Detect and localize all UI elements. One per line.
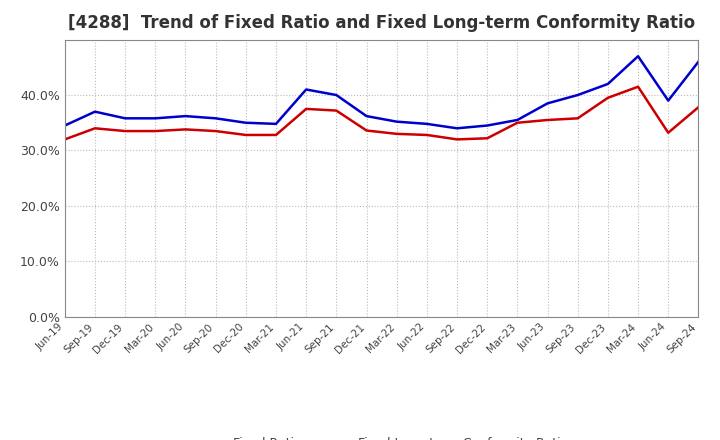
Fixed Long-term Conformity Ratio [543, 117, 552, 123]
Fixed Ratio [513, 117, 522, 123]
Fixed Long-term Conformity Ratio [483, 136, 492, 141]
Fixed Long-term Conformity Ratio [603, 95, 612, 100]
Fixed Long-term Conformity Ratio [151, 128, 160, 134]
Fixed Long-term Conformity Ratio [121, 128, 130, 134]
Line: Fixed Ratio: Fixed Ratio [65, 56, 698, 128]
Fixed Long-term Conformity Ratio [212, 128, 220, 134]
Fixed Ratio [483, 123, 492, 128]
Fixed Long-term Conformity Ratio [60, 137, 69, 142]
Fixed Long-term Conformity Ratio [423, 132, 431, 138]
Fixed Ratio [573, 92, 582, 98]
Fixed Ratio [181, 114, 190, 119]
Fixed Ratio [392, 119, 401, 124]
Fixed Long-term Conformity Ratio [302, 106, 310, 111]
Fixed Long-term Conformity Ratio [453, 137, 462, 142]
Fixed Ratio [91, 109, 99, 114]
Fixed Ratio [151, 116, 160, 121]
Fixed Ratio [241, 120, 250, 125]
Fixed Ratio [423, 121, 431, 127]
Fixed Ratio [664, 98, 672, 103]
Fixed Long-term Conformity Ratio [332, 108, 341, 113]
Title: [4288]  Trend of Fixed Ratio and Fixed Long-term Conformity Ratio: [4288] Trend of Fixed Ratio and Fixed Lo… [68, 15, 696, 33]
Fixed Ratio [332, 92, 341, 98]
Fixed Ratio [634, 54, 642, 59]
Line: Fixed Long-term Conformity Ratio: Fixed Long-term Conformity Ratio [65, 87, 698, 139]
Fixed Ratio [362, 114, 371, 119]
Fixed Ratio [543, 101, 552, 106]
Fixed Ratio [302, 87, 310, 92]
Fixed Ratio [453, 126, 462, 131]
Fixed Long-term Conformity Ratio [271, 132, 280, 138]
Fixed Long-term Conformity Ratio [362, 128, 371, 133]
Fixed Long-term Conformity Ratio [573, 116, 582, 121]
Fixed Ratio [212, 116, 220, 121]
Fixed Long-term Conformity Ratio [181, 127, 190, 132]
Fixed Long-term Conformity Ratio [513, 120, 522, 125]
Fixed Long-term Conformity Ratio [91, 126, 99, 131]
Fixed Ratio [121, 116, 130, 121]
Fixed Ratio [603, 81, 612, 87]
Legend: Fixed Ratio, Fixed Long-term Conformity Ratio: Fixed Ratio, Fixed Long-term Conformity … [190, 432, 573, 440]
Fixed Long-term Conformity Ratio [241, 132, 250, 138]
Fixed Ratio [271, 121, 280, 127]
Fixed Long-term Conformity Ratio [694, 105, 703, 110]
Fixed Long-term Conformity Ratio [634, 84, 642, 89]
Fixed Long-term Conformity Ratio [664, 130, 672, 136]
Fixed Ratio [60, 123, 69, 128]
Fixed Long-term Conformity Ratio [392, 131, 401, 136]
Fixed Ratio [694, 59, 703, 64]
